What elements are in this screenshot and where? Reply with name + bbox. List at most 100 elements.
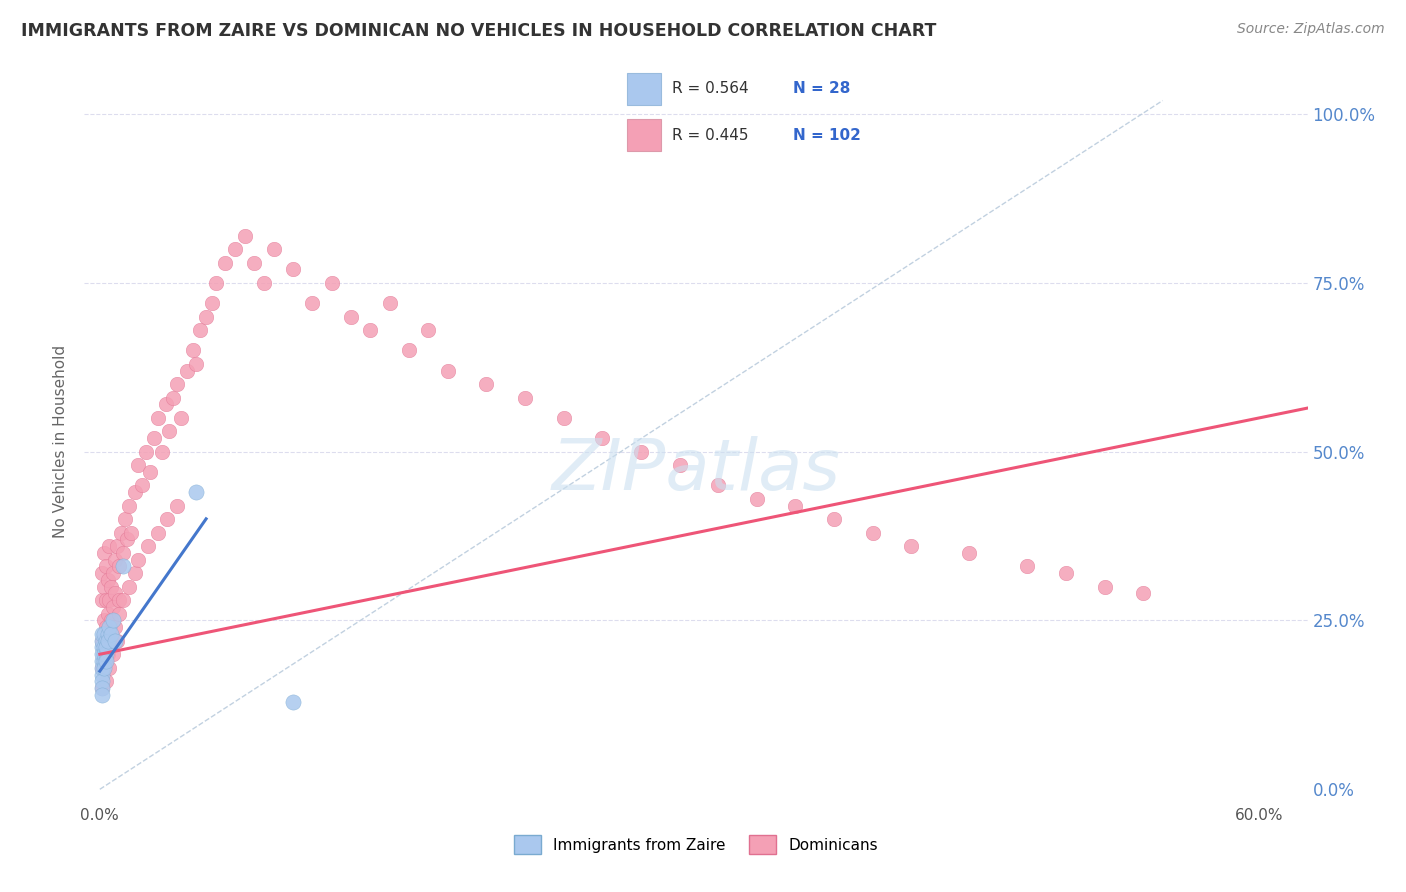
- Point: [1132, 586, 1154, 600]
- Point: [90, 674, 112, 689]
- Point: [96, 633, 118, 648]
- Point: [103, 647, 125, 661]
- Point: [475, 377, 498, 392]
- Point: [233, 228, 256, 243]
- Point: [90, 681, 112, 695]
- Point: [124, 485, 146, 500]
- Legend: Immigrants from Zaire, Dominicans: Immigrants from Zaire, Dominicans: [508, 830, 884, 860]
- Point: [513, 391, 536, 405]
- Point: [436, 364, 458, 378]
- Point: [96, 647, 118, 661]
- Point: [186, 357, 208, 371]
- Text: ZIPatlas: ZIPatlas: [551, 436, 841, 505]
- Point: [104, 633, 127, 648]
- Text: N = 102: N = 102: [793, 128, 860, 143]
- Point: [136, 539, 159, 553]
- Point: [243, 255, 266, 269]
- Point: [146, 411, 169, 425]
- Point: [93, 661, 115, 675]
- Point: [100, 614, 122, 628]
- Point: [111, 559, 134, 574]
- Point: [785, 499, 807, 513]
- Point: [94, 654, 117, 668]
- Point: [263, 242, 285, 256]
- Point: [155, 397, 177, 411]
- Point: [118, 580, 141, 594]
- Text: Source: ZipAtlas.com: Source: ZipAtlas.com: [1237, 22, 1385, 37]
- Point: [98, 661, 121, 675]
- Point: [823, 512, 845, 526]
- Point: [108, 607, 131, 621]
- Point: [188, 323, 211, 337]
- Point: [201, 296, 224, 310]
- Point: [93, 647, 115, 661]
- Point: [96, 627, 118, 641]
- Point: [90, 593, 112, 607]
- Point: [146, 525, 169, 540]
- FancyBboxPatch shape: [627, 120, 661, 151]
- Point: [745, 491, 768, 506]
- Point: [94, 593, 117, 607]
- Point: [103, 566, 125, 581]
- FancyBboxPatch shape: [627, 73, 661, 104]
- Point: [111, 593, 134, 607]
- Point: [100, 633, 122, 648]
- Point: [150, 444, 173, 458]
- Point: [94, 620, 117, 634]
- Point: [862, 525, 884, 540]
- Point: [104, 586, 127, 600]
- Point: [1054, 566, 1077, 581]
- Point: [98, 539, 121, 553]
- Text: IMMIGRANTS FROM ZAIRE VS DOMINICAN NO VEHICLES IN HOUSEHOLD CORRELATION CHART: IMMIGRANTS FROM ZAIRE VS DOMINICAN NO VE…: [21, 22, 936, 40]
- Point: [139, 465, 162, 479]
- Point: [90, 647, 112, 661]
- Point: [156, 512, 179, 526]
- Point: [93, 647, 115, 661]
- Point: [94, 640, 117, 655]
- Point: [120, 525, 142, 540]
- Point: [224, 242, 246, 256]
- Point: [103, 614, 125, 628]
- Point: [707, 478, 730, 492]
- Point: [96, 607, 118, 621]
- Point: [90, 654, 112, 668]
- Point: [281, 262, 304, 277]
- Point: [281, 694, 304, 708]
- Point: [214, 255, 236, 269]
- Point: [195, 310, 218, 324]
- Point: [166, 377, 188, 392]
- Point: [135, 444, 157, 458]
- Point: [90, 661, 112, 675]
- Point: [124, 566, 146, 581]
- Point: [108, 593, 131, 607]
- Point: [104, 620, 127, 634]
- Point: [105, 633, 128, 648]
- Point: [90, 681, 112, 695]
- Point: [630, 444, 652, 458]
- Point: [93, 627, 115, 641]
- Point: [1017, 559, 1039, 574]
- Text: N = 28: N = 28: [793, 81, 851, 96]
- Point: [114, 512, 136, 526]
- Point: [105, 539, 128, 553]
- Point: [142, 431, 165, 445]
- Point: [98, 620, 121, 634]
- Point: [127, 458, 149, 472]
- Point: [94, 674, 117, 689]
- Point: [94, 633, 117, 648]
- Point: [94, 559, 117, 574]
- Point: [162, 391, 184, 405]
- Point: [181, 343, 204, 358]
- Point: [166, 499, 188, 513]
- Point: [668, 458, 690, 472]
- Y-axis label: No Vehicles in Household: No Vehicles in Household: [53, 345, 69, 538]
- Text: R = 0.445: R = 0.445: [672, 128, 748, 143]
- Point: [591, 431, 613, 445]
- Point: [900, 539, 922, 553]
- Point: [93, 546, 115, 560]
- Point: [90, 633, 112, 648]
- Point: [93, 614, 115, 628]
- Point: [98, 593, 121, 607]
- Point: [110, 525, 132, 540]
- Point: [553, 411, 575, 425]
